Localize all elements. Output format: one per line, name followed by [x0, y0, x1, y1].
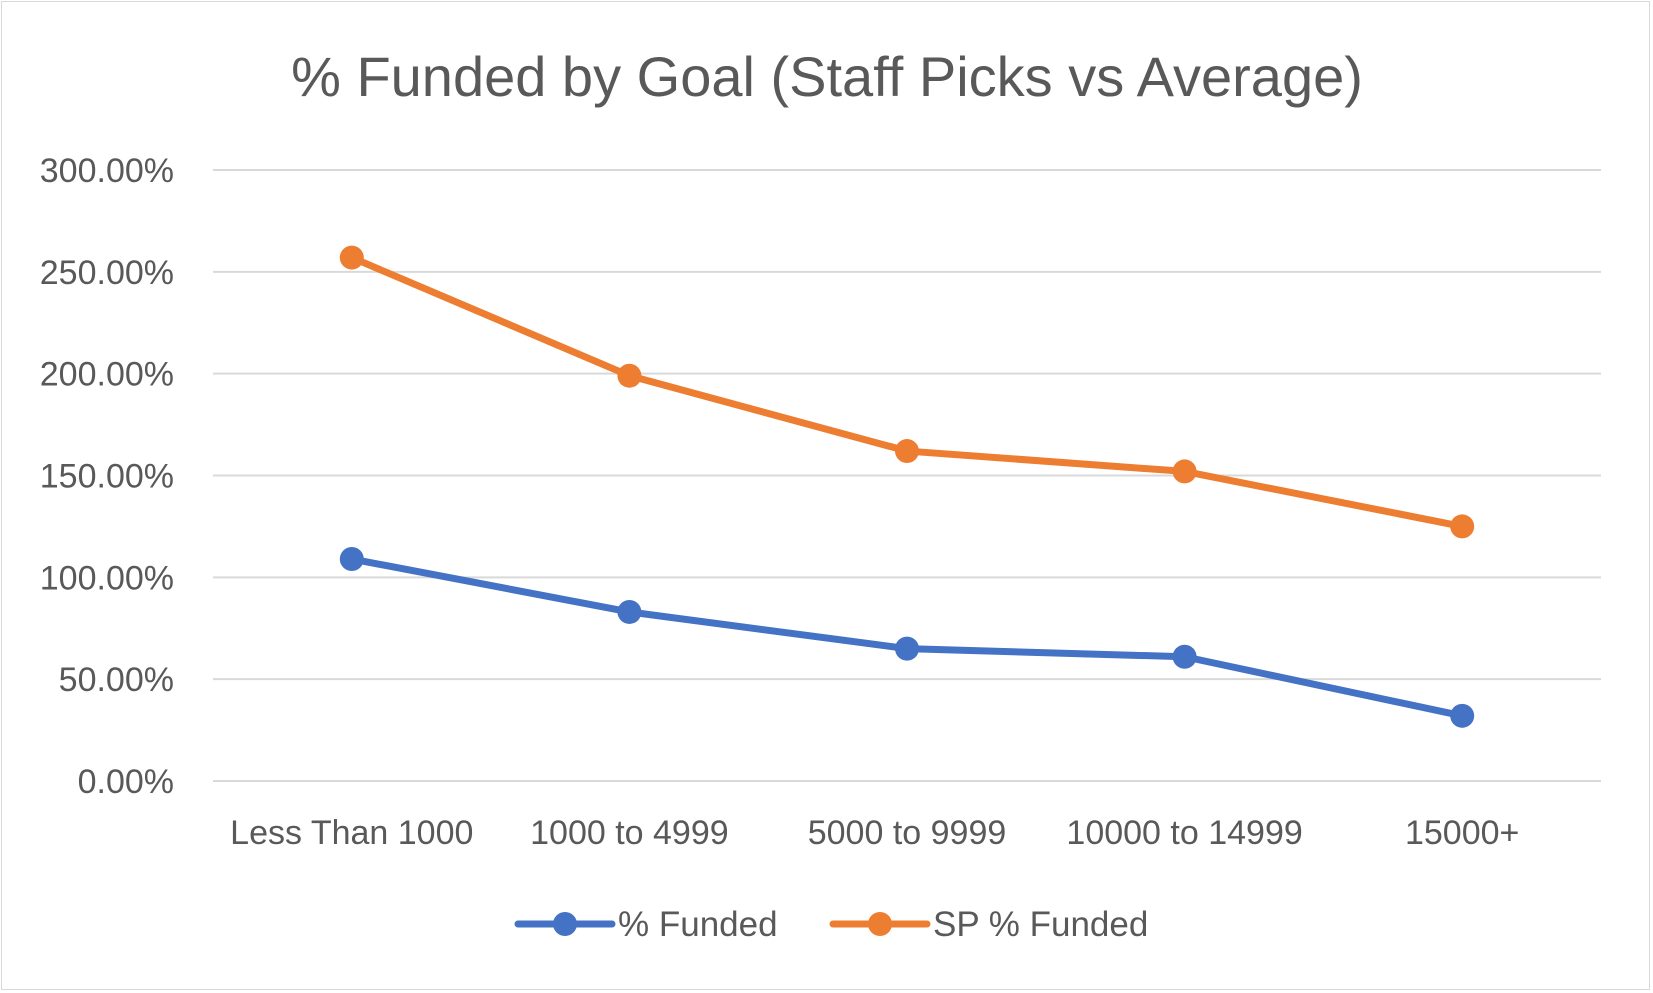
- y-tick-label: 250.00%: [40, 254, 174, 292]
- x-tick-label: 10000 to 14999: [1066, 814, 1302, 852]
- legend-label: SP % Funded: [933, 905, 1148, 944]
- series-line: [348, 254, 1466, 530]
- data-point: [339, 245, 364, 270]
- series-lines: [339, 245, 1475, 728]
- y-axis-tick-labels: 0.00% 50.00% 100.00% 150.00% 200.00% 250.00% 3…: [40, 152, 174, 801]
- x-tick-label: 15000+: [1405, 814, 1519, 852]
- y-tick-label: 0.00%: [78, 763, 174, 801]
- y-tick-label: 100.00%: [40, 559, 174, 597]
- chart-title: % Funded by Goal (Staff Picks vs Average…: [291, 45, 1363, 108]
- x-tick-label: Less Than 1000: [230, 814, 473, 852]
- series-1: [339, 547, 1475, 728]
- data-point: [895, 439, 919, 464]
- data-point: [1172, 459, 1197, 484]
- data-point: [339, 547, 364, 572]
- y-tick-label: 150.00%: [40, 458, 174, 496]
- legend-marker: [868, 912, 892, 936]
- legend: % Funded SP % Funded: [514, 905, 1148, 944]
- x-tick-label: 5000 to 9999: [808, 814, 1007, 852]
- legend-item: SP % Funded: [829, 905, 1148, 944]
- series-2: [339, 245, 1475, 539]
- y-tick-label: 50.00%: [59, 661, 174, 699]
- gridlines: [213, 169, 1601, 782]
- data-point: [1450, 514, 1475, 539]
- data-point: [895, 636, 919, 661]
- x-tick-label: 1000 to 4999: [530, 814, 729, 852]
- data-point: [617, 363, 642, 388]
- legend-item: % Funded: [514, 905, 778, 944]
- legend-label: % Funded: [618, 905, 778, 944]
- data-point: [617, 599, 642, 624]
- data-point: [1450, 703, 1475, 728]
- legend-marker: [553, 912, 577, 936]
- x-axis-tick-labels: Less Than 1000 1000 to 4999 5000 to 9999 10…: [230, 814, 1519, 852]
- y-tick-label: 200.00%: [40, 356, 174, 394]
- data-point: [1172, 644, 1197, 669]
- y-tick-label: 300.00%: [40, 152, 174, 190]
